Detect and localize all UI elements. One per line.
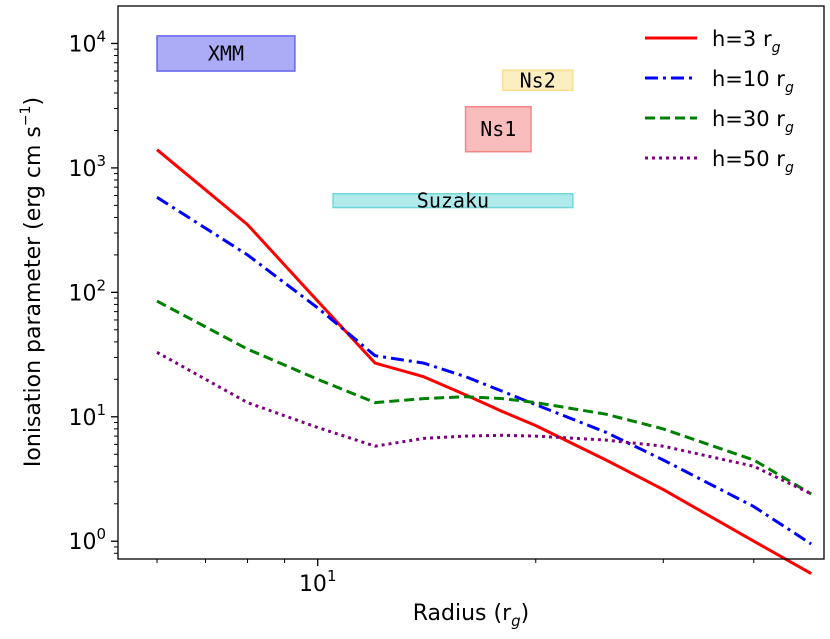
band-rect <box>464 106 532 153</box>
band-label: XMM <box>208 41 244 65</box>
band-label: Suzaku <box>417 189 489 213</box>
legend-label: h=10 rg <box>712 67 794 96</box>
y-tick-label: 102 <box>68 276 106 306</box>
y-tick-label: 101 <box>68 401 106 431</box>
band-rect <box>501 69 574 92</box>
plot-frame <box>117 5 825 560</box>
band-ns2: Ns2 <box>501 68 574 92</box>
series-line-1 <box>156 196 813 546</box>
legend-label: h=50 rg <box>712 147 794 176</box>
series-line-0 <box>156 148 812 575</box>
legend-item: h=30 rg <box>645 107 794 136</box>
band-label: Ns1 <box>480 117 516 141</box>
legend: h=3 rg h=10 rg h=30 rg h=50 rg <box>645 27 794 176</box>
band-ns1: Ns1 <box>464 106 532 153</box>
band-xmm: XMM <box>156 35 296 72</box>
y-tick-label: 103 <box>68 152 106 182</box>
legend-item: h=50 rg <box>645 147 794 176</box>
y-tick-label: 104 <box>68 27 106 57</box>
series-line-3 <box>156 350 812 496</box>
band-rect <box>332 192 574 209</box>
x-tick-label: 101 <box>299 567 337 597</box>
legend-label: h=30 rg <box>712 107 794 136</box>
band-suzaku: Suzaku <box>332 189 574 213</box>
legend-item: h=10 rg <box>645 67 794 96</box>
band-rect <box>156 35 296 72</box>
series-layer <box>156 148 813 575</box>
band-label: Ns2 <box>520 68 556 92</box>
tick-layer: 100 101 102 103 104 101 <box>68 27 755 597</box>
x-axis-label: Radius (rg) <box>413 601 530 630</box>
legend-item: h=3 rg <box>645 27 781 56</box>
legend-label: h=3 rg <box>712 27 781 56</box>
y-tick-label: 100 <box>68 525 106 555</box>
y-axis-label: Ionisation parameter (erg cm s−1) <box>18 97 46 467</box>
series-line-2 <box>156 299 812 496</box>
band-layer: XMM Ns2 Ns1 Suzaku <box>156 35 574 213</box>
